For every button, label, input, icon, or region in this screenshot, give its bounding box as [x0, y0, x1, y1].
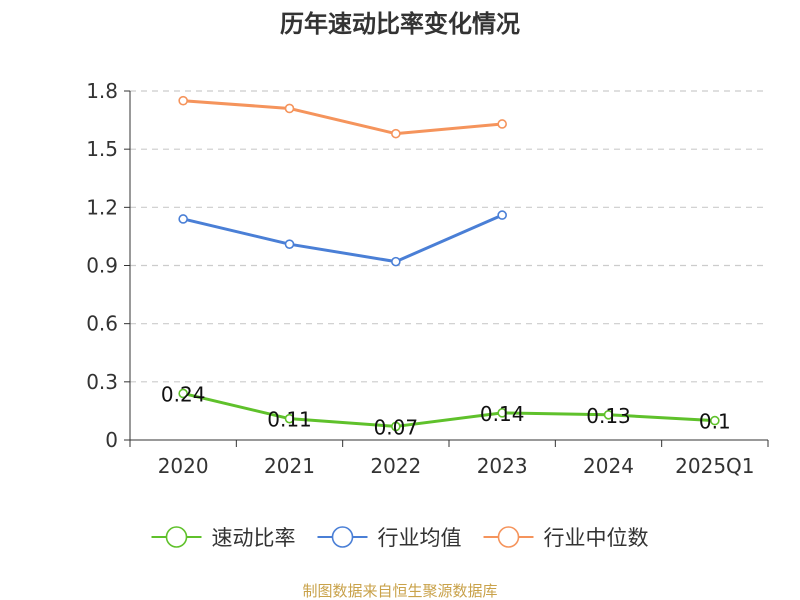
data-point[interactable]	[178, 388, 188, 399]
legend-label: 速动比率	[212, 526, 296, 550]
data-point[interactable]	[391, 256, 401, 267]
legend-label: 行业均值	[378, 526, 462, 550]
x-tick-label: 2022	[370, 454, 421, 478]
legend-label: 行业中位数	[544, 526, 649, 550]
data-labels: 0.24 0.11 0.07 0.14 0.13 0.1	[161, 382, 731, 439]
series-line-2	[182, 213, 503, 264]
x-tick-label: 2023	[477, 454, 528, 478]
legend-item-2[interactable]: 行业均值	[317, 526, 462, 550]
y-tick-label: 0.9	[86, 254, 118, 278]
data-point[interactable]	[497, 119, 507, 129]
data-point[interactable]	[603, 409, 614, 420]
series-line-3	[183, 99, 503, 136]
y-tick-label: 0.3	[86, 370, 118, 394]
y-tick-label: 1.5	[86, 137, 118, 161]
series-lines	[178, 95, 720, 432]
legend-item-1[interactable]: 速动比率	[151, 526, 296, 550]
chart-title: 历年速动比率变化情况	[280, 10, 520, 38]
data-label: 0.13	[586, 404, 631, 428]
x-tick-label: 2025Q1	[675, 454, 754, 478]
y-tick-label: 1.2	[86, 195, 118, 219]
legend-item-3[interactable]: 行业中位数	[483, 526, 649, 550]
data-point[interactable]	[284, 239, 295, 249]
y-tick-label: 0	[105, 428, 118, 452]
legend-marker	[165, 526, 188, 548]
data-label: 0.07	[374, 415, 419, 439]
series-line-1	[182, 392, 715, 428]
data-label: 0.24	[161, 382, 206, 406]
data-point[interactable]	[284, 413, 295, 424]
x-tick-label: 2024	[583, 454, 634, 478]
axes: 0 0.3 0.6 0.9 1.2 1.5 1.8 2020 2021 2022 2023 2024 2…	[86, 79, 769, 478]
y-tick-label: 0.6	[86, 312, 118, 336]
data-label: 0.1	[699, 410, 731, 434]
legend-marker	[331, 526, 354, 548]
data-point[interactable]	[497, 408, 507, 418]
data-point[interactable]	[497, 210, 507, 220]
data-label: 0.14	[480, 402, 525, 426]
data-point[interactable]	[391, 128, 401, 139]
data-point[interactable]	[391, 421, 401, 432]
data-point[interactable]	[178, 95, 188, 106]
grid-lines	[130, 90, 768, 383]
data-point[interactable]	[710, 415, 720, 426]
legend-marker	[497, 526, 520, 548]
data-point[interactable]	[178, 214, 188, 224]
legend[interactable]: 速动比率 行业均值 行业中位数	[151, 526, 649, 550]
data-source-note: 制图数据来自恒生聚源数据库	[302, 582, 497, 600]
data-label: 0.11	[267, 408, 312, 432]
data-point[interactable]	[284, 103, 295, 114]
x-tick-label: 2021	[264, 454, 315, 478]
y-tick-label: 1.8	[86, 79, 118, 103]
x-tick-label: 2020	[158, 454, 209, 478]
